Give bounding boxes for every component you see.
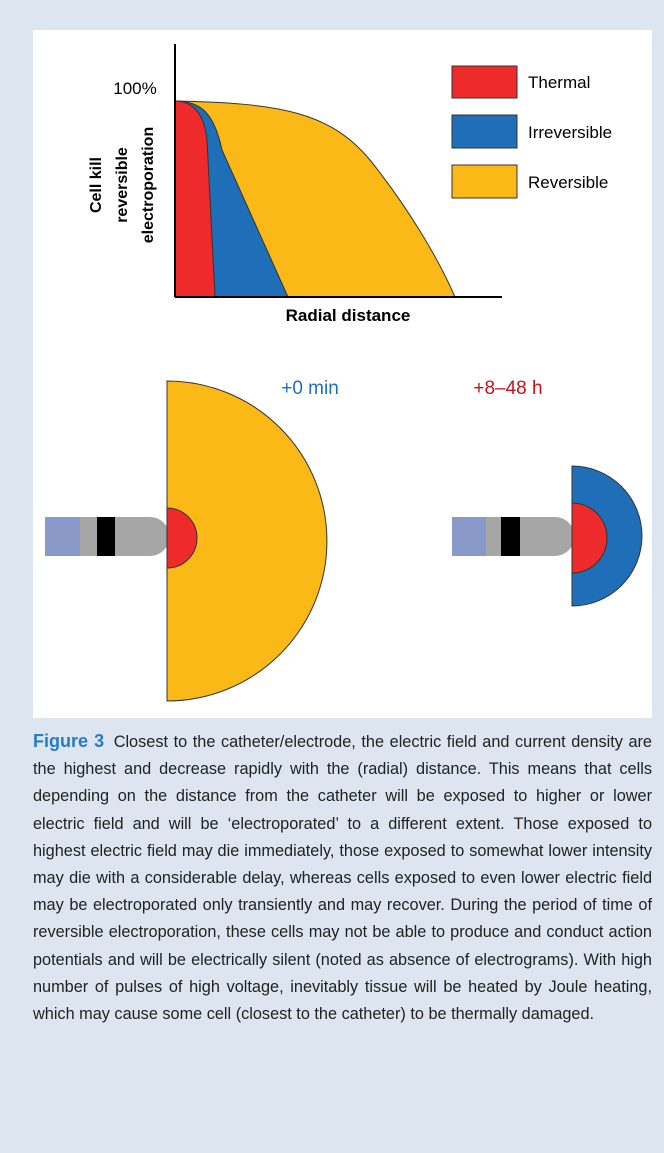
y-axis-label: Cell kill bbox=[88, 157, 105, 213]
y-axis-label: electroporation bbox=[140, 127, 157, 243]
catheter-tip bbox=[115, 517, 170, 556]
legend-swatch bbox=[452, 165, 517, 198]
caption-label: Figure 3 bbox=[33, 731, 104, 751]
y-top-label: 100% bbox=[113, 79, 156, 98]
legend-swatch bbox=[452, 115, 517, 148]
electrode bbox=[97, 517, 115, 556]
electrode bbox=[501, 517, 520, 556]
page: 100% Cell kill reversible electroporatio… bbox=[0, 0, 664, 1153]
catheter-shaft bbox=[452, 517, 487, 556]
catheter-shaft bbox=[45, 517, 81, 556]
panel-label: +0 min bbox=[281, 378, 339, 399]
x-axis-label: Radial distance bbox=[286, 306, 411, 325]
catheter-tip bbox=[520, 517, 575, 556]
caption: Figure 3 Closest to the catheter/electro… bbox=[33, 728, 652, 1028]
catheter-band bbox=[80, 517, 98, 556]
y-axis-label: reversible bbox=[114, 147, 131, 223]
legend-label: Reversible bbox=[528, 173, 608, 192]
legend-label: Thermal bbox=[528, 73, 590, 92]
catheter-band bbox=[486, 517, 502, 556]
legend-label: Irreversible bbox=[528, 123, 612, 142]
caption-text: Closest to the catheter/electrode, the e… bbox=[33, 733, 652, 1023]
panel-label: +8–48 h bbox=[473, 378, 542, 399]
legend-swatch bbox=[452, 66, 517, 98]
